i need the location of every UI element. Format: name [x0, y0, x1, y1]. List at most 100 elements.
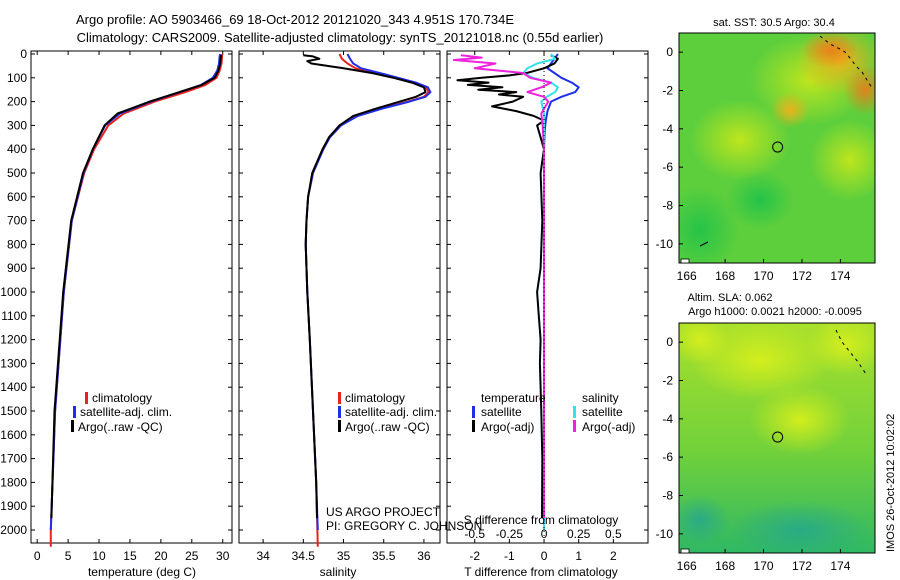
map-y-tick-label: -10	[656, 527, 674, 541]
x-tick-label: 20	[154, 549, 168, 563]
series-s-satellite	[522, 53, 559, 530]
map-y-tick-label: -6	[662, 160, 673, 174]
series-s-argo-adj	[452, 54, 552, 519]
temperature-panel-frame	[30, 50, 233, 544]
series-satellite-adj-clim	[304, 53, 432, 531]
s-difference-xlabel: S difference from climatology	[464, 513, 619, 527]
x-tick-label: 35.5	[372, 549, 396, 563]
salinity-legend: climatology satellite-adj. clim. Argo(..…	[338, 391, 437, 434]
sla-map-subtitle: Argo h1000: 0.0021 h2000: -0.0095	[688, 306, 862, 318]
legend-label-satellite: satellite-adj. clim.	[80, 405, 172, 419]
map-y-tick-label: -8	[662, 489, 673, 503]
pi-credit: PI: GREGORY C. JOHNSON	[326, 519, 482, 533]
map-x-tick-label: 172	[792, 269, 812, 283]
x-tick-label: 5	[65, 549, 72, 563]
legend-label-s-satellite: satellite	[582, 405, 623, 419]
title-line2: Climatology: CARS2009. Satellite-adjuste…	[77, 30, 604, 45]
map-y-tick-label: 0	[666, 335, 673, 349]
x-tick-label: 10	[92, 549, 106, 563]
sla-heatmap	[679, 323, 875, 553]
map-scale-box	[680, 548, 690, 554]
x-tick-label: 35	[337, 549, 351, 563]
x-tick-label: 0	[34, 549, 41, 563]
map-y-tick-label: -4	[662, 412, 673, 426]
argo-position-marker	[772, 141, 784, 153]
legend-swatch-t-argo	[472, 420, 475, 432]
depth-tick-label: 100	[7, 71, 27, 85]
argo-position-marker	[772, 431, 784, 443]
salinity-xlabel: salinity	[320, 565, 357, 579]
legend-swatch-satellite	[338, 406, 341, 418]
sst-heatmap	[679, 33, 875, 263]
map-x-tick-label: 170	[754, 559, 774, 573]
sla-map-frame	[678, 322, 876, 554]
x-tick-label: 1	[575, 549, 582, 563]
temperature-xlabel: temperature (deg C)	[88, 565, 196, 579]
depth-tick-label: 1600	[0, 428, 27, 442]
s-diff-tick-label: 0.25	[567, 527, 591, 541]
legend-title-temperature: temperature	[481, 391, 546, 405]
series-argo-raw-qc	[303, 54, 427, 519]
sst-map-frame	[678, 32, 876, 264]
x-tick-label: 15	[123, 549, 137, 563]
map-x-tick-label: 170	[754, 269, 774, 283]
depth-tick-label: 1200	[0, 333, 27, 347]
depth-tick-label: 700	[7, 214, 27, 228]
map-x-tick-label: 174	[830, 559, 850, 573]
temperature-plot: 0 5 10 15 20 25 30	[34, 51, 230, 563]
legend-swatch-argo	[338, 420, 341, 432]
series-satellite-adj-clim	[49, 53, 222, 531]
depth-tick-label: 1800	[0, 475, 27, 489]
legend-label-climatology: climatology	[345, 391, 405, 405]
legend-label-argo: Argo(..raw -QC)	[78, 420, 163, 434]
depth-tick-label: 900	[7, 261, 27, 275]
series-climatology	[304, 53, 430, 547]
depth-tick-label: 1000	[0, 285, 27, 299]
difference-panel-frame	[446, 50, 649, 544]
depth-tick-label: 200	[7, 95, 27, 109]
depth-tick-label: 600	[7, 190, 27, 204]
series-climatology	[49, 54, 224, 547]
temperature-legend: climatology satellite-adj. clim. Argo(..…	[71, 391, 172, 434]
map-x-tick-label: 166	[677, 269, 697, 283]
legend-swatch-climatology	[85, 392, 88, 404]
map-y-tick-label: -2	[662, 374, 673, 388]
sst-axes: 166 168 170 172 174 0 -2 -4 -6 -8 -10	[656, 45, 851, 283]
map-x-tick-label: 168	[715, 559, 735, 573]
legend-swatch-s-satellite	[573, 406, 576, 418]
sst-map-title: sat. SST: 30.5 Argo: 30.4	[713, 17, 835, 29]
x-tick-label: 25	[185, 549, 199, 563]
map-x-tick-label: 166	[677, 559, 697, 573]
timestamp-stamp: IMOS 26-Oct-2012 10:02:02	[885, 414, 897, 552]
depth-tick-label: 1900	[0, 499, 27, 513]
sla-axes: 166 168 170 172 174 0 -2 -4 -6 -8 -10	[656, 335, 851, 573]
depth-tick-label: 2000	[0, 523, 27, 537]
legend-label-t-argo: Argo(-adj)	[481, 420, 534, 434]
t-difference-xlabel: T difference from climatology	[464, 565, 618, 579]
map-x-tick-label: 168	[715, 269, 735, 283]
depth-tick-label: 1400	[0, 380, 27, 394]
depth-tick-label: 1700	[0, 452, 27, 466]
legend-swatch-s-argo	[573, 420, 576, 432]
depth-tick-label: 400	[7, 142, 27, 156]
map-y-tick-label: -6	[662, 450, 673, 464]
difference-legend: temperature salinity satellite Argo(-adj…	[472, 391, 635, 434]
x-tick-label: 34	[256, 549, 270, 563]
legend-label-t-satellite: satellite	[481, 405, 522, 419]
map-scale-box	[680, 258, 690, 264]
legend-label-satellite: satellite-adj. clim.	[345, 405, 437, 419]
map-y-tick-label: -4	[662, 122, 673, 136]
s-diff-tick-label: 0.5	[605, 527, 622, 541]
series-t-satellite	[543, 53, 580, 530]
legend-title-salinity: salinity	[582, 391, 619, 405]
title-line1: Argo profile: AO 5903466_69 18-Oct-2012 …	[76, 12, 514, 27]
depth-tick-label: 500	[7, 166, 27, 180]
map-y-tick-label: -2	[662, 84, 673, 98]
legend-swatch-satellite	[73, 406, 76, 418]
depth-tick-label: 300	[7, 118, 27, 132]
depth-tick-label: 800	[7, 237, 27, 251]
legend-label-s-argo: Argo(-adj)	[582, 420, 635, 434]
series-t-argo-adj	[456, 54, 559, 519]
x-tick-label: -2	[469, 549, 480, 563]
